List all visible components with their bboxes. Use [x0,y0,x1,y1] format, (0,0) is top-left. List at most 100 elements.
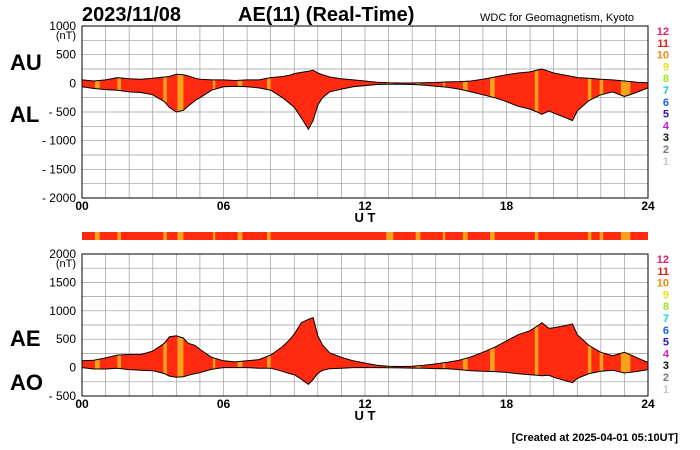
highlight-stripe [599,79,604,95]
station-count-label: 10 [657,50,669,62]
x-tick-label: 06 [217,397,231,411]
highlight-stripe [587,78,592,101]
x-tick-label: 00 [75,199,89,213]
status-bar-segment [442,232,446,240]
status-bar [82,232,648,240]
x-tick-label: 12 [358,199,372,213]
plot-frame [81,253,649,397]
y-tick-label: 1500 [49,275,76,289]
y-tick-label: - 2000 [42,191,76,205]
station-count-label: 8 [663,73,669,85]
unit-label: (nT) [56,258,76,270]
highlight-stripe [462,358,468,371]
highlight-stripe [94,359,100,370]
station-count-label: 6 [663,97,669,109]
series-line-ao [81,367,649,386]
x-tick-label: 18 [500,397,514,411]
station-count-label: 2 [663,144,669,156]
highlight-stripe [267,77,271,90]
station-count-label: 8 [663,301,669,313]
station-count-label: 3 [663,132,669,144]
station-count-label: 4 [663,348,670,360]
series-line-al [81,83,649,131]
x-axis-label: U T [355,408,376,423]
highlight-stripe [177,74,184,111]
ao-series-label: AO [10,370,43,395]
y-tick-label: 1000 [49,19,76,33]
al-series-label: AL [10,102,40,127]
status-bar-segment [237,232,243,240]
highlight-stripe [442,82,446,88]
station-count-label: 4 [663,120,670,132]
station-count-label: 1 [663,384,669,396]
station-count-label: 1 [663,156,669,168]
status-bar-segment [386,232,394,240]
area-fill-ae-ao [82,317,648,385]
y-tick-label: - 1000 [42,134,76,148]
y-tick-label: 0 [69,76,76,90]
area-fill-au-al [82,69,648,130]
x-tick-label: 06 [217,199,231,213]
highlight-stripe [237,361,243,368]
highlight-stripe [534,70,539,112]
highlight-stripe [163,342,167,374]
highlight-stripe [620,352,631,373]
y-tick-label: 1000 [49,304,76,318]
highlight-stripe [386,366,394,368]
highlight-stripe [163,76,167,103]
unit-label: (nT) [56,30,76,42]
status-bar-segment [415,232,421,240]
status-bar-segment [163,232,167,240]
x-tick-label: 24 [641,397,655,411]
status-bar-segment [177,232,184,240]
series-line-au [81,68,649,84]
x-tick-label: 24 [641,199,655,213]
highlight-stripe [442,362,446,369]
ae-series-label: AE [10,326,41,351]
highlight-stripe [212,358,216,369]
highlight-stripe [117,355,121,369]
created-footer: [Created at 2025-04-01 05:10UT] [511,432,678,444]
y-tick-label: 2000 [49,247,76,261]
status-bar-segment [587,232,592,240]
station-count-label: 12 [657,254,669,266]
station-count-label: 7 [663,85,669,97]
highlight-stripe [237,80,243,87]
source-label: WDC for Geomagnetism, Kyoto [480,12,635,24]
y-tick-label: 500 [56,48,76,62]
station-count-label: 6 [663,325,669,337]
station-count-label: 9 [663,289,669,301]
status-bar-segment [117,232,121,240]
y-tick-label: - 500 [49,389,77,403]
station-count-label: 12 [657,26,669,38]
series-line-ae [81,316,649,368]
y-tick-label: 500 [56,332,76,346]
y-tick-label: - 500 [49,105,77,119]
x-tick-label: 12 [358,397,372,411]
y-tick-label: 0 [69,361,76,375]
x-tick-label: 00 [75,397,89,411]
station-count-label: 5 [663,109,669,121]
highlight-stripe [587,345,592,374]
date-title: 2023/11/08 [82,4,181,26]
plot-panel-0 [81,25,649,199]
highlight-stripe [212,79,216,90]
station-count-label: 5 [663,337,669,349]
highlight-stripe [94,80,100,89]
plot-panel-1 [81,253,649,397]
station-count-label: 3 [663,360,669,372]
status-bar-segment [94,232,100,240]
highlight-stripe [462,81,468,91]
highlight-stripe [620,81,631,97]
y-tick-label: - 1500 [42,162,76,176]
highlight-stripe [177,337,184,377]
x-tick-label: 18 [500,199,514,213]
highlight-stripe [386,82,394,85]
highlight-stripe [489,77,495,98]
highlight-stripe [415,82,421,85]
highlight-stripe [117,77,121,91]
status-bar-segment [267,232,271,240]
status-bar-segment [462,232,468,240]
